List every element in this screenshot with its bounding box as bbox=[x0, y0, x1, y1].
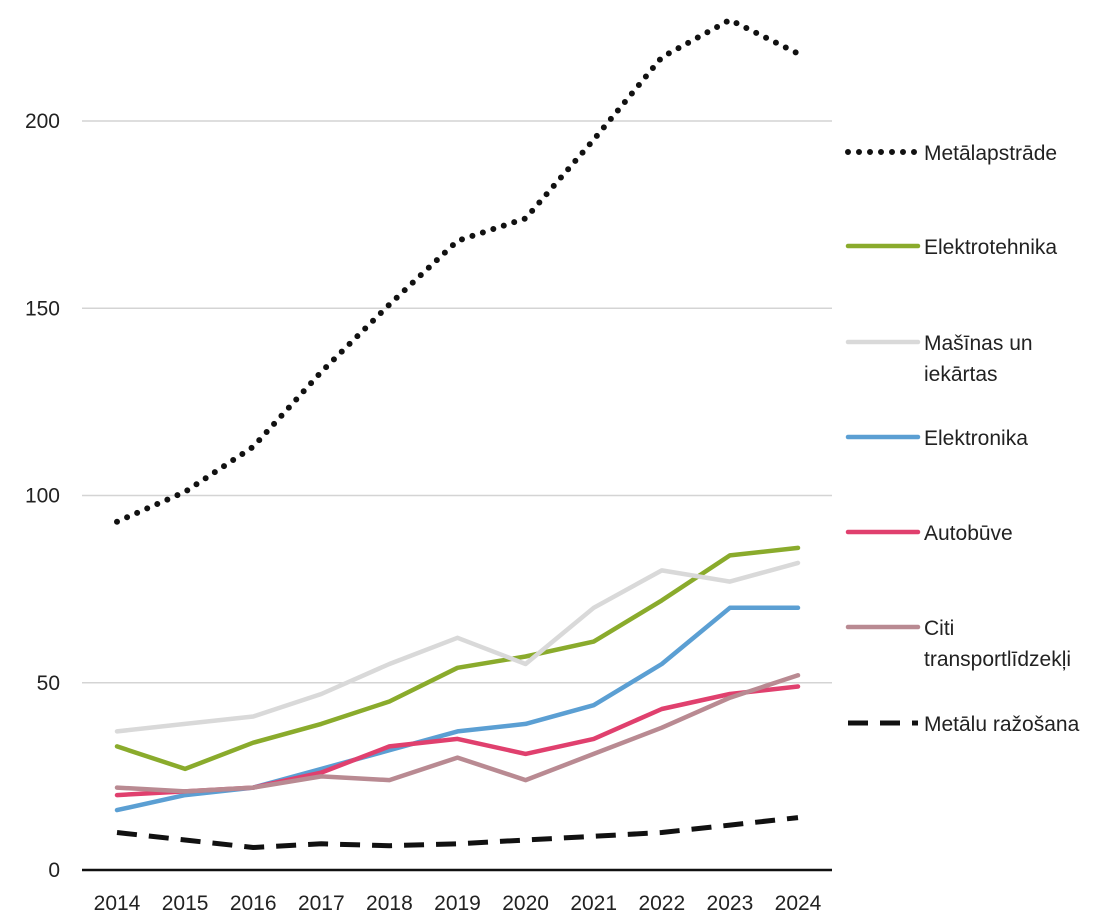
legend-label-2: Mašīnas un iekārtas bbox=[924, 332, 1033, 386]
x-tick-label: 2020 bbox=[502, 892, 549, 915]
y-axis-tick-labels: 0 50 100 150 200 bbox=[25, 110, 60, 882]
legend-label-1: Elektrotehnika bbox=[924, 236, 1057, 259]
legend-label-0: Metālapstrāde bbox=[924, 142, 1057, 165]
y-tick-label: 150 bbox=[25, 297, 60, 320]
y-tick-label: 50 bbox=[37, 672, 60, 695]
y-tick-label: 0 bbox=[48, 859, 60, 882]
series-lines bbox=[114, 16, 801, 850]
series-line-6 bbox=[116, 815, 799, 850]
series-line-2 bbox=[114, 560, 801, 734]
legend-label-6: Metālu ražošana bbox=[924, 713, 1080, 736]
x-tick-label: 2022 bbox=[638, 892, 685, 915]
series-line-0 bbox=[114, 16, 801, 525]
x-tick-label: 2014 bbox=[94, 892, 141, 915]
x-axis: 2014 2015 2016 2017 2018 2019 2020 2021 2022 2023… bbox=[82, 868, 832, 915]
legend-label-4: Autobūve bbox=[924, 522, 1013, 545]
x-tick-label: 2018 bbox=[366, 892, 413, 915]
series-line-1 bbox=[114, 545, 801, 772]
x-tick-label: 2021 bbox=[570, 892, 617, 915]
x-tick-label: 2019 bbox=[434, 892, 481, 915]
series-line-5 bbox=[114, 673, 801, 794]
y-tick-label: 100 bbox=[25, 485, 60, 508]
x-tick-label: 2016 bbox=[230, 892, 277, 915]
gridlines bbox=[82, 120, 832, 684]
x-tick-label: 2023 bbox=[707, 892, 754, 915]
y-tick-label: 200 bbox=[25, 110, 60, 133]
legend: Metālapstrāde Elektrotehnika Mašīnas un iek… bbox=[845, 142, 1080, 736]
legend-label-5: Citi transportlīdzekļi bbox=[924, 617, 1071, 671]
legend-label-3: Elektronika bbox=[924, 427, 1028, 450]
x-tick-label: 2024 bbox=[775, 892, 822, 915]
x-tick-label: 2015 bbox=[162, 892, 209, 915]
series-line-4 bbox=[114, 684, 801, 798]
x-tick-label: 2017 bbox=[298, 892, 345, 915]
